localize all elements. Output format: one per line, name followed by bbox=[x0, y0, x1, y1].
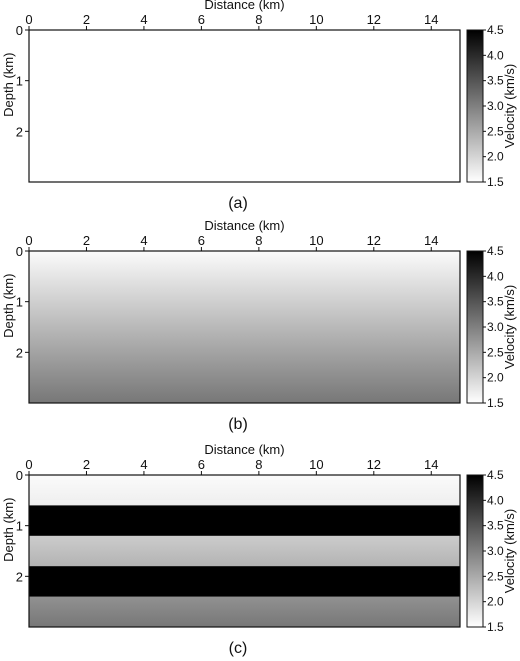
x-tick-label: 6 bbox=[198, 457, 205, 472]
y-tick-label: 2 bbox=[16, 345, 23, 360]
y-tick-label: 0 bbox=[16, 23, 23, 38]
velocity-field bbox=[29, 30, 460, 182]
velocity-layer bbox=[29, 505, 460, 537]
x-axis-title: Distance (km) bbox=[204, 218, 284, 233]
colorbar-tick-label: 4.0 bbox=[487, 48, 504, 62]
x-axis-title: Distance (km) bbox=[204, 442, 284, 457]
x-tick-label: 4 bbox=[140, 457, 147, 472]
x-tick-label: 4 bbox=[140, 12, 147, 27]
colorbar-tick-label: 2.0 bbox=[487, 150, 504, 164]
x-tick-label: 6 bbox=[198, 233, 205, 248]
y-tick-label: 1 bbox=[16, 519, 23, 534]
x-tick-label: 8 bbox=[255, 12, 262, 27]
y-axis-title: Depth (km) bbox=[1, 53, 16, 117]
y-tick-label: 2 bbox=[16, 569, 23, 584]
colorbar bbox=[466, 29, 484, 183]
colorbar bbox=[466, 474, 484, 628]
x-tick-label: 12 bbox=[367, 457, 381, 472]
colorbar-tick-label: 4.5 bbox=[487, 244, 504, 258]
colorbar-tick-label: 2.5 bbox=[487, 345, 504, 359]
x-tick-label: 14 bbox=[424, 12, 438, 27]
colorbar-title: Velocity (km/s) bbox=[502, 285, 517, 370]
colorbar-tick-label: 3.0 bbox=[487, 544, 504, 558]
colorbar-tick-label: 1.5 bbox=[487, 175, 504, 189]
colorbar-tick-label: 4.0 bbox=[487, 493, 504, 507]
velocity-layer bbox=[29, 535, 460, 567]
colorbar-tick-label: 2.5 bbox=[487, 124, 504, 138]
plot-frame bbox=[28, 250, 461, 404]
y-axis-title: Depth (km) bbox=[1, 274, 16, 338]
panel-caption: (a) bbox=[228, 195, 248, 212]
colorbar-tick-label: 4.5 bbox=[487, 468, 504, 482]
panel-caption: (b) bbox=[228, 416, 248, 433]
x-tick-label: 14 bbox=[424, 457, 438, 472]
x-tick-label: 0 bbox=[25, 457, 32, 472]
colorbar-tick-label: 2.5 bbox=[487, 569, 504, 583]
y-tick-label: 2 bbox=[16, 124, 23, 139]
x-tick-label: 2 bbox=[83, 12, 90, 27]
colorbar-tick-label: 4.5 bbox=[487, 23, 504, 37]
colorbar-tick-label: 2.0 bbox=[487, 371, 504, 385]
x-tick-label: 4 bbox=[140, 233, 147, 248]
colorbar-tick-label: 3.0 bbox=[487, 320, 504, 334]
colorbar-tick-label: 4.0 bbox=[487, 269, 504, 283]
plot-frame bbox=[28, 29, 461, 183]
x-tick-label: 10 bbox=[309, 12, 323, 27]
y-tick-label: 1 bbox=[16, 74, 23, 89]
x-tick-label: 10 bbox=[309, 233, 323, 248]
velocity-field bbox=[29, 251, 460, 403]
colorbar bbox=[466, 250, 484, 404]
panel-caption: (c) bbox=[229, 640, 248, 657]
colorbar-tick-label: 2.0 bbox=[487, 595, 504, 609]
colorbar-tick-label: 3.5 bbox=[487, 519, 504, 533]
y-tick-label: 0 bbox=[16, 468, 23, 483]
x-tick-label: 12 bbox=[367, 233, 381, 248]
y-tick-label: 1 bbox=[16, 295, 23, 310]
colorbar-title: Velocity (km/s) bbox=[502, 509, 517, 594]
x-tick-label: 10 bbox=[309, 457, 323, 472]
plot-frame bbox=[28, 474, 461, 628]
x-tick-label: 6 bbox=[198, 12, 205, 27]
colorbar-tick-label: 3.5 bbox=[487, 74, 504, 88]
x-tick-label: 0 bbox=[25, 233, 32, 248]
colorbar-tick-label: 3.0 bbox=[487, 99, 504, 113]
y-tick-label: 0 bbox=[16, 244, 23, 259]
velocity-layer bbox=[29, 596, 460, 628]
x-tick-label: 8 bbox=[255, 233, 262, 248]
x-axis-title: Distance (km) bbox=[204, 0, 284, 12]
velocity-layer bbox=[29, 566, 460, 597]
x-tick-label: 14 bbox=[424, 233, 438, 248]
x-tick-label: 8 bbox=[255, 457, 262, 472]
colorbar-title: Velocity (km/s) bbox=[502, 64, 517, 149]
x-tick-label: 12 bbox=[367, 12, 381, 27]
colorbar-tick-label: 1.5 bbox=[487, 620, 504, 634]
colorbar-tick-label: 3.5 bbox=[487, 295, 504, 309]
colorbar-tick-label: 1.5 bbox=[487, 396, 504, 410]
velocity-layer bbox=[29, 475, 460, 506]
x-tick-label: 2 bbox=[83, 457, 90, 472]
y-axis-title: Depth (km) bbox=[1, 498, 16, 562]
x-tick-label: 0 bbox=[25, 12, 32, 27]
x-tick-label: 2 bbox=[83, 233, 90, 248]
